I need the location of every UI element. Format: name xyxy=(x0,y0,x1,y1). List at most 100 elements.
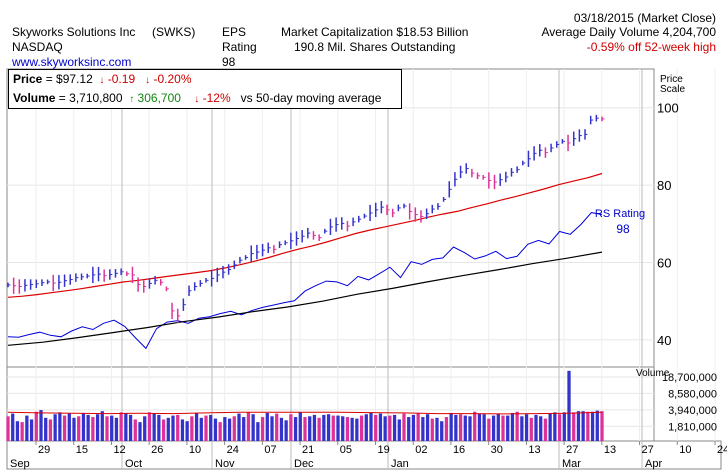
price-tick-label: 80 xyxy=(657,178,671,193)
volume-bar xyxy=(171,415,175,441)
volume-bar xyxy=(100,411,104,441)
volume-bar xyxy=(449,412,453,441)
volume-tick-label: 1,810,000 xyxy=(668,421,717,433)
volume-bar xyxy=(72,417,76,441)
volume-bar xyxy=(15,421,20,441)
rs-trend-line xyxy=(7,251,603,346)
volume-bar xyxy=(477,413,482,441)
volume-pct-down-arrow-icon: ↓ xyxy=(194,94,200,105)
volume-bar xyxy=(458,414,463,441)
price-tick-label: 100 xyxy=(657,101,679,116)
date-axis-frame xyxy=(6,440,722,470)
date-tick-label: 16 xyxy=(453,444,465,456)
date-tick-label: 10 xyxy=(679,444,691,456)
volume-bar xyxy=(308,416,312,441)
date-tick-label: 19 xyxy=(378,444,390,456)
volume-bar xyxy=(91,417,95,441)
volume-bar xyxy=(157,414,161,441)
volume-bar xyxy=(232,416,236,441)
price-tick-label: 40 xyxy=(657,333,671,348)
volume-bar xyxy=(209,414,213,441)
volume-bar xyxy=(176,414,180,441)
volume-average-line xyxy=(7,411,603,415)
date-tick-label: 15 xyxy=(76,444,88,456)
volume-bar xyxy=(411,414,416,441)
volume-tick-label: 3,940,000 xyxy=(668,405,717,417)
eps-rating-value: 98 xyxy=(222,55,236,69)
month-label: Sep xyxy=(10,458,30,470)
volume-bar xyxy=(364,414,368,441)
volume-bar xyxy=(534,414,538,441)
volume-bar xyxy=(265,412,269,441)
volume-bar xyxy=(506,415,510,441)
volume-bar xyxy=(388,415,392,441)
volume-bar xyxy=(430,418,434,441)
volume-bar xyxy=(34,411,38,441)
price-bars xyxy=(7,114,605,324)
volume-bar xyxy=(562,412,566,441)
company-website-link[interactable]: www.skyworksinc.com xyxy=(12,55,132,69)
volume-bar xyxy=(496,413,500,441)
volume-bar xyxy=(260,417,265,441)
volume-change: 306,700 xyxy=(137,91,181,105)
month-label: Nov xyxy=(215,458,235,470)
volume-bar xyxy=(463,415,467,441)
volume-bar xyxy=(289,414,293,441)
month-label: Oct xyxy=(125,458,142,470)
volume-bar xyxy=(29,419,34,441)
volume-panel-frame xyxy=(6,366,655,442)
date-tick-label: 29 xyxy=(38,444,50,456)
volume-bar xyxy=(58,412,62,441)
price-change: -0.19 xyxy=(107,72,136,86)
volume-bar xyxy=(581,411,585,441)
volume-note: vs 50-day moving average xyxy=(240,91,382,105)
price-pct-down-arrow-icon: ↓ xyxy=(145,75,151,86)
volume-bar xyxy=(487,418,491,441)
volume-label: Volume xyxy=(13,91,56,105)
date-tick-label: 05 xyxy=(340,444,352,456)
volume-bar xyxy=(303,417,307,441)
volume-value: = 3,710,800 xyxy=(58,91,123,105)
volume-bar xyxy=(270,416,274,441)
date-tick-label: 27 xyxy=(566,444,578,456)
date-tick-label: 24 xyxy=(717,444,727,456)
price-panel-frame xyxy=(6,68,655,368)
volume-bar xyxy=(227,418,232,441)
company-name: Skyworks Solutions Inc xyxy=(12,25,136,39)
volume-bar xyxy=(341,416,345,441)
volume-bar xyxy=(81,412,86,441)
volume-bar xyxy=(515,411,519,441)
volume-axis-title: Volume xyxy=(636,368,670,379)
volume-bar xyxy=(312,414,317,441)
volume-bar xyxy=(133,419,137,441)
date-tick-label: 24 xyxy=(227,444,239,456)
axis-labels: 100806040PriceScale18,700,0008,580,0003,… xyxy=(10,74,727,470)
off-52-week-high: -0.59% off 52-week high xyxy=(586,40,716,54)
rs-rating-label: RS Rating xyxy=(595,208,645,220)
eps-rating-label: Rating xyxy=(222,40,257,54)
volume-bar xyxy=(322,414,326,441)
volume-bar xyxy=(86,414,90,441)
shares-outstanding: 190.8 Mil. Shares Outstanding xyxy=(294,40,456,54)
volume-bar xyxy=(383,416,387,441)
volume-bar xyxy=(246,412,251,441)
market-cap: Market Capitalization $18.53 Billion xyxy=(281,25,469,39)
average-daily-volume: Average Daily Volume 4,204,700 xyxy=(541,25,716,39)
volume-bar xyxy=(53,414,57,441)
month-label: Dec xyxy=(294,458,314,470)
volume-bar xyxy=(510,412,515,441)
volume-bar xyxy=(567,370,571,441)
volume-bar xyxy=(161,419,166,441)
month-label: Mar xyxy=(562,458,581,470)
volume-tick-label: 8,580,000 xyxy=(668,388,717,400)
month-gridlines xyxy=(121,69,643,469)
volume-bar xyxy=(529,417,533,441)
month-label: Jan xyxy=(391,458,409,470)
volume-bar xyxy=(143,416,147,441)
volume-bar xyxy=(237,413,241,441)
volume-bar xyxy=(44,417,48,441)
volume-bar xyxy=(355,418,359,441)
price-value: = $97.12 xyxy=(45,72,93,86)
date-tick-label: 10 xyxy=(189,444,201,456)
volume-bar xyxy=(114,417,119,441)
